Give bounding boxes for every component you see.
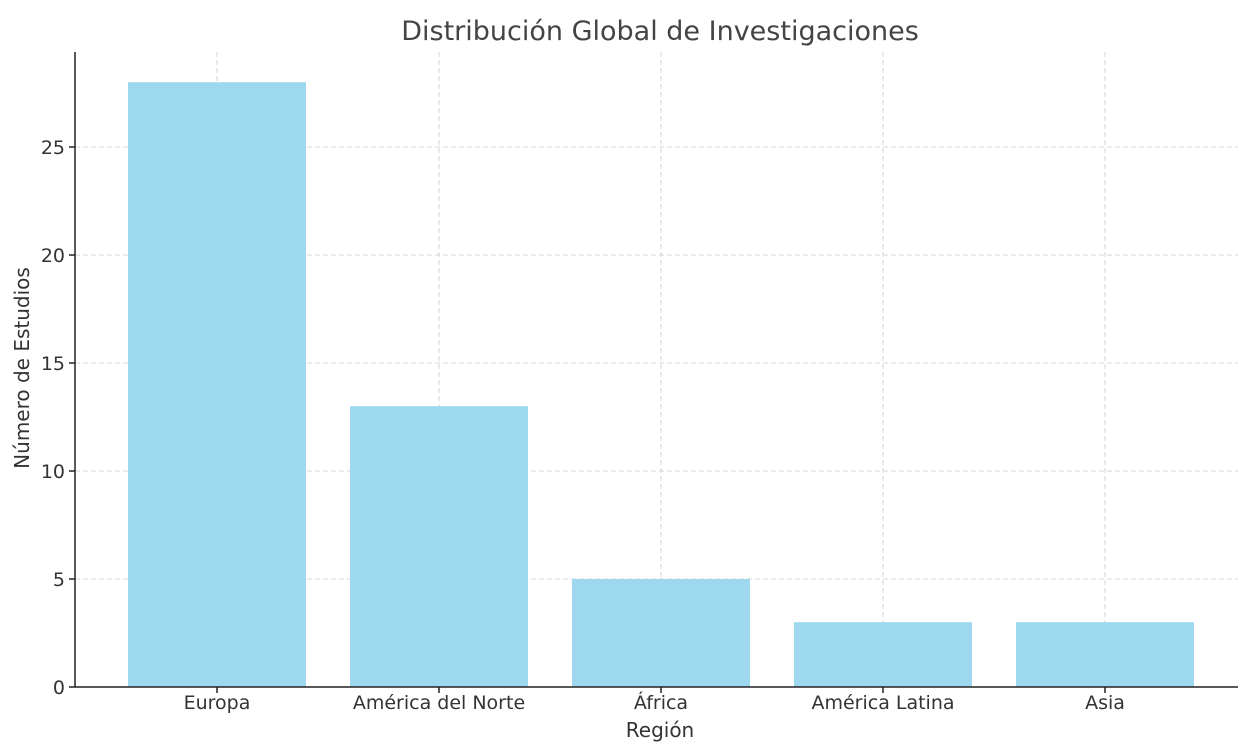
x-axis-label: Región — [626, 718, 694, 742]
axes — [69, 52, 1238, 693]
bar-2 — [572, 579, 750, 687]
y-tick-label: 5 — [53, 569, 65, 591]
x-tick-label: Europa — [184, 692, 251, 714]
x-tick-label: África — [634, 691, 688, 714]
y-axis-label: Número de Estudios — [10, 267, 34, 469]
x-tick-label: Asia — [1085, 692, 1125, 714]
y-tick-label: 10 — [41, 461, 65, 483]
bar-3 — [794, 622, 972, 687]
bar-4 — [1016, 622, 1194, 687]
x-tick-label: América del Norte — [353, 692, 525, 714]
x-tick-label: América Latina — [811, 692, 954, 714]
chart-title: Distribución Global de Investigaciones — [401, 16, 919, 47]
y-tick-label: 20 — [41, 245, 65, 267]
y-tick-label: 15 — [41, 353, 65, 375]
y-tick-label: 25 — [41, 137, 65, 159]
bar-1 — [350, 406, 528, 687]
tick-labels: 0 5 10 15 20 25 Europa América del Norte África A… — [41, 137, 1125, 714]
y-tick-label: 0 — [53, 677, 65, 699]
bars — [128, 82, 1194, 687]
bar-0 — [128, 82, 306, 687]
